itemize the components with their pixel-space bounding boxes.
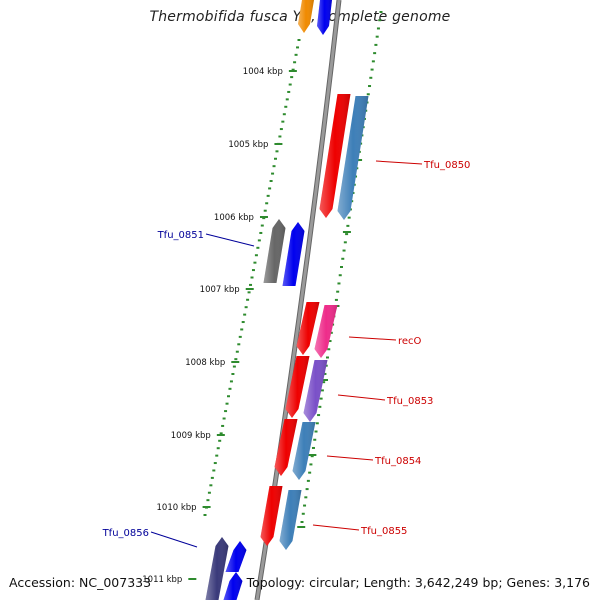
gene-reco-cds-shade xyxy=(296,302,320,355)
gene-features xyxy=(205,0,369,600)
topology-label: Topology: circular; Length: 3,642,249 bp… xyxy=(246,575,590,590)
gene-top-orange-shade xyxy=(298,0,314,33)
tick-label: 1004 kbp xyxy=(243,67,283,77)
gene-tfu0855-cds-shade xyxy=(260,486,283,546)
tick-label: 1005 kbp xyxy=(228,140,268,150)
label-leader-line xyxy=(312,524,360,531)
gene-tfu0851-cds-shade xyxy=(282,222,305,286)
label-leader-line xyxy=(205,233,255,247)
gene-label: Tfu_0850 xyxy=(423,160,470,171)
gene-tfu0853-cog-shade xyxy=(303,360,328,422)
gene-label: Tfu_0854 xyxy=(374,456,421,467)
gene-tfu0856-cds-shade xyxy=(225,541,247,572)
gene-tfu0855-cog-shade xyxy=(279,490,302,550)
gene-tfu0853-cds-shade xyxy=(285,356,310,418)
tick-label: 1007 kbp xyxy=(200,285,240,295)
gene-tfu0850-cog-shade xyxy=(337,96,369,220)
tick-label: 1009 kbp xyxy=(171,431,211,441)
accession-label: Accession: NC_007333 xyxy=(9,575,152,590)
gene-labels: Tfu_0850 Tfu_0851 recO Tfu_0853 Tfu_0854 Tfu_… xyxy=(102,160,470,548)
gene-tfu0854-cog-shade xyxy=(292,422,316,480)
label-leader-line xyxy=(150,531,198,548)
gene-label: Tfu_0851 xyxy=(157,230,204,241)
tick-label: 1011 kbp xyxy=(142,575,182,585)
gene-label: Tfu_0853 xyxy=(386,396,433,407)
gene-label: recO xyxy=(398,336,422,347)
label-leader-line xyxy=(348,336,397,341)
gene-tfu0854-cds-shade xyxy=(274,419,298,476)
label-leader-line xyxy=(326,455,374,461)
gene-tfu0850-cds-shade xyxy=(319,94,351,218)
gene-label: Tfu_0856 xyxy=(102,528,149,539)
gene-tfu0856-cog-shade xyxy=(205,537,229,600)
gene-tfu0856b-cds-shade xyxy=(223,572,243,600)
gene-reco-cog-shade xyxy=(314,305,338,358)
tick-label: 1008 kbp xyxy=(185,358,225,368)
ruler-ticks: 1004 kbp 1005 kbp 1006 kbp 1007 kbp 1008 kbp… xyxy=(142,11,383,585)
tick-label: 1010 kbp xyxy=(157,503,197,513)
label-leader-line xyxy=(375,160,423,165)
label-leader-line xyxy=(337,394,386,401)
gene-label: Tfu_0855 xyxy=(360,526,407,537)
gene-tfu0851-cog-shade xyxy=(263,219,286,283)
tick-label: 1006 kbp xyxy=(214,213,254,223)
gene-top-blue-shade xyxy=(317,0,332,35)
